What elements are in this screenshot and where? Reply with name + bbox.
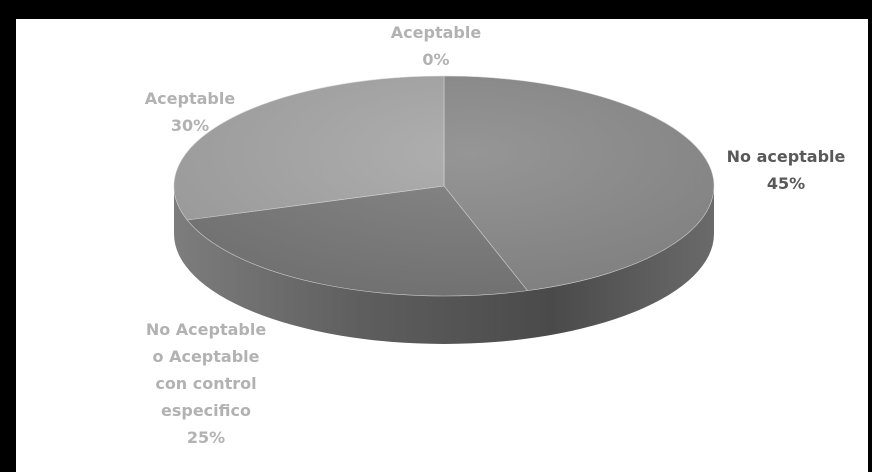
data-label-2-name: No Aceptable [146,320,267,339]
data-label-2: No Aceptable o Aceptable con control especi… [146,320,267,447]
data-label-1-name: No aceptable [727,147,846,166]
data-label-4-name: Aceptable [391,23,482,42]
pie-chart: No aceptable 45% No Aceptable o Aceptable co… [145,23,846,447]
data-label-4-value: 0% [422,50,449,69]
data-label-2-name: o Aceptable [153,347,260,366]
data-label-1-value: 45% [767,174,805,193]
data-label-1: No aceptable 45% [727,147,846,193]
data-label-2-name: con control [155,374,256,393]
pie-side-wall [174,186,714,344]
pie-top-sheen [174,76,714,296]
data-label-2-name: especifico [161,401,251,420]
data-label-4: Aceptable 0% [391,23,482,69]
data-label-3-value: 30% [171,116,209,135]
data-label-2-value: 25% [187,428,225,447]
data-label-3-name: Aceptable [145,89,236,108]
chart-area: No aceptable 45% No Aceptable o Aceptable co… [16,19,868,472]
data-label-3: Aceptable 30% [145,89,236,135]
